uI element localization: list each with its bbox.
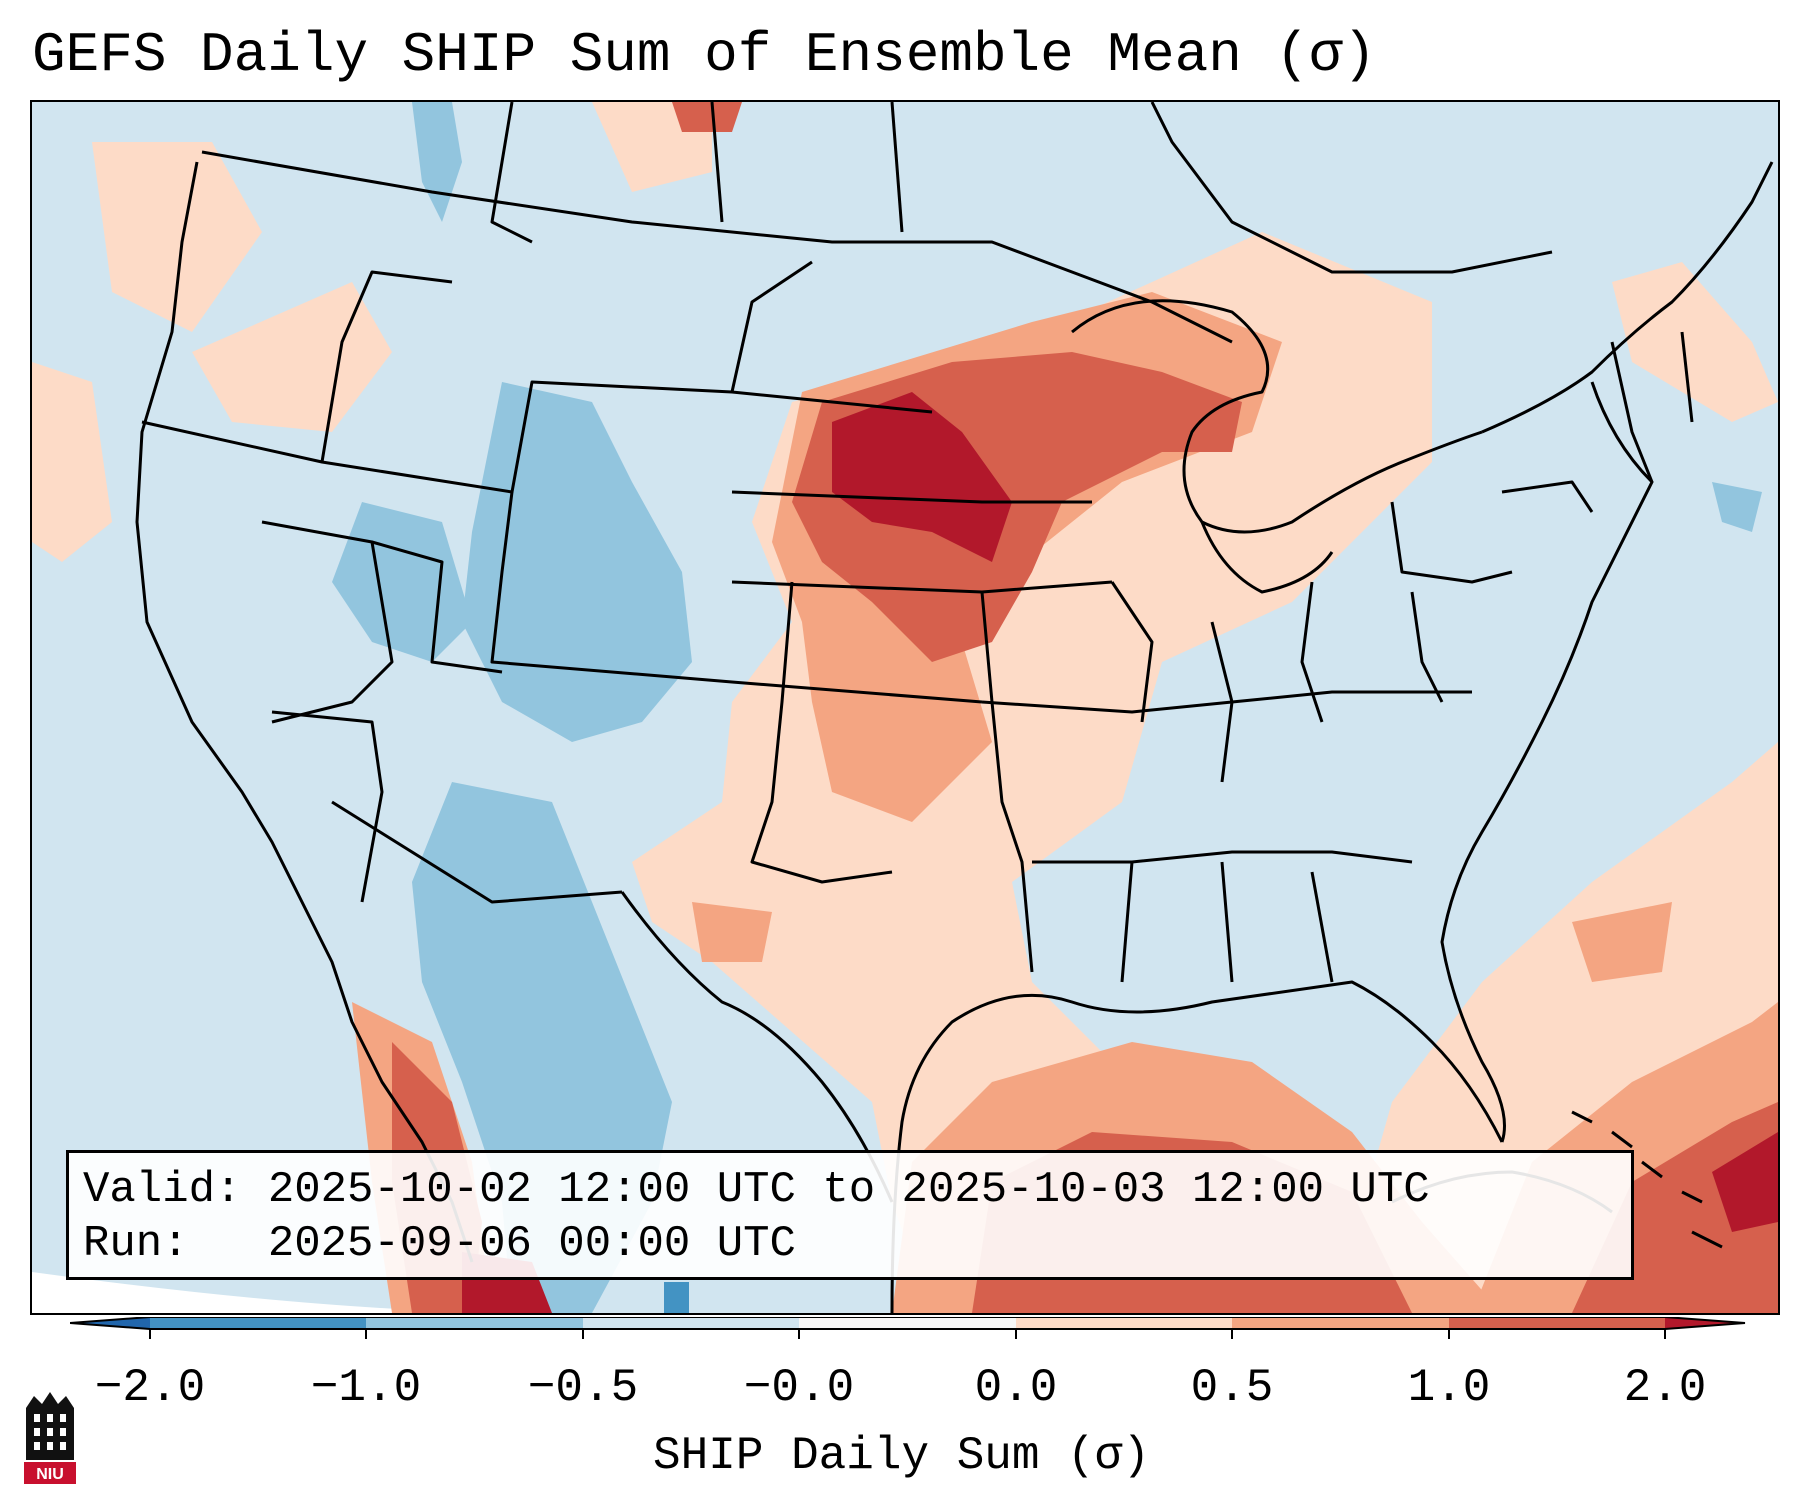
map-panel [30, 100, 1780, 1315]
colorbar-segment [1449, 1317, 1665, 1329]
colorbar-segment [799, 1317, 1016, 1329]
niu-logo-icon: NIU [24, 1392, 76, 1484]
colorbar-extend-high [1665, 1317, 1745, 1329]
colorbar-tick-marks [149, 1329, 1666, 1339]
colorbar [70, 1317, 1746, 1339]
anomaly-map [32, 102, 1778, 1313]
colorbar-tick-label: 1.0 [1407, 1362, 1491, 1414]
colorbar-tick-label: −0.0 [743, 1362, 855, 1414]
run-label: Run: [83, 1219, 242, 1269]
colorbar-tick-label: 2.0 [1623, 1362, 1707, 1414]
colorbar-extend-low [70, 1317, 150, 1329]
colorbar-segment [366, 1317, 583, 1329]
valid-run-info-box: Valid: 2025-10-02 12:00 UTC to 2025-10-0… [66, 1150, 1634, 1280]
map-title: GEFS Daily SHIP Sum of Ensemble Mean (σ) [32, 23, 1377, 87]
svg-text:NIU: NIU [36, 1466, 64, 1483]
valid-value: 2025-10-02 12:00 UTC to 2025-10-03 12:00… [267, 1165, 1430, 1215]
run-value: 2025-09-06 00:00 UTC [267, 1219, 796, 1269]
colorbar-tick-label: −2.0 [94, 1362, 206, 1414]
run-time-line: Run: 2025-09-06 00:00 UTC [83, 1217, 1617, 1271]
valid-label: Valid: [83, 1165, 242, 1215]
colorbar-segment [1016, 1317, 1232, 1329]
colorbar-label: SHIP Daily Sum (σ) [653, 1430, 1150, 1482]
colorbar-tick-label: −1.0 [310, 1362, 422, 1414]
political-boundaries [135, 102, 1774, 1313]
colorbar-tick-label: −0.5 [527, 1362, 639, 1414]
projection-edge [32, 1272, 532, 1313]
colorbar-tick-label: 0.0 [974, 1362, 1058, 1414]
valid-time-line: Valid: 2025-10-02 12:00 UTC to 2025-10-0… [83, 1163, 1617, 1217]
colorbar-segment [150, 1317, 366, 1329]
colorbar-tick-label: 0.5 [1190, 1362, 1274, 1414]
colorbar-segment [583, 1317, 799, 1329]
colorbar-segment [1232, 1317, 1449, 1329]
